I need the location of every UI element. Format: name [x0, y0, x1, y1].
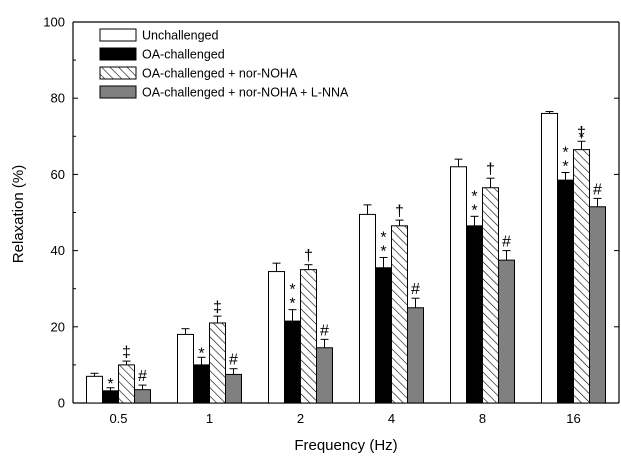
bar — [375, 267, 392, 404]
legend-swatch — [99, 47, 137, 61]
x-axis-title: Frequency (Hz) — [294, 437, 397, 454]
bar — [118, 364, 135, 404]
significance-marker: * — [562, 158, 568, 175]
significance-marker: * — [289, 282, 295, 299]
significance-marker: # — [411, 281, 420, 298]
y-tick-label: 20 — [51, 319, 65, 334]
significance-marker: * — [380, 229, 386, 246]
y-tick-label: 80 — [51, 91, 65, 106]
bar — [482, 187, 499, 404]
significance-marker: * — [471, 202, 477, 219]
bar — [300, 269, 317, 404]
x-tick-label: 1 — [206, 411, 213, 426]
bar — [284, 320, 301, 404]
bar — [557, 179, 574, 404]
bar — [466, 225, 483, 404]
x-tick-label: 8 — [479, 411, 486, 426]
bar — [268, 271, 285, 404]
bar — [589, 206, 606, 404]
significance-marker: * — [380, 243, 386, 260]
legend-label: Unchallenged — [142, 29, 218, 43]
significance-marker: † — [304, 248, 313, 265]
bar — [225, 373, 242, 404]
bar — [498, 259, 515, 404]
y-tick-label: 0 — [58, 396, 65, 411]
significance-marker: * — [107, 376, 113, 393]
y-tick-label: 60 — [51, 167, 65, 182]
bar — [86, 375, 103, 404]
y-tick-label: 40 — [51, 243, 65, 258]
significance-marker: # — [229, 352, 238, 369]
x-tick-label: 2 — [297, 411, 304, 426]
bar — [316, 347, 333, 404]
y-tick-label: 100 — [43, 15, 65, 30]
significance-marker: # — [593, 181, 602, 198]
significance-marker: * — [198, 345, 204, 362]
bar — [541, 112, 558, 404]
significance-marker: # — [320, 322, 329, 339]
significance-marker: # — [138, 368, 147, 385]
significance-marker: * — [562, 144, 568, 161]
bar — [134, 389, 151, 404]
bar — [450, 166, 467, 404]
significance-marker: * — [578, 129, 584, 146]
bar — [573, 149, 590, 404]
legend-swatch — [99, 28, 137, 42]
significance-marker: * — [471, 188, 477, 205]
significance-marker: # — [502, 234, 511, 251]
significance-marker: ‡ — [213, 299, 222, 316]
significance-marker: * — [289, 296, 295, 313]
bar — [407, 307, 424, 404]
legend-swatch — [99, 85, 137, 99]
bar — [177, 333, 194, 404]
legend-label: OA-challenged + nor-NOHA — [142, 67, 298, 81]
bar — [391, 225, 408, 404]
x-tick-label: 0.5 — [109, 411, 127, 426]
significance-marker: † — [577, 124, 586, 141]
legend-swatch — [99, 66, 137, 80]
significance-marker: † — [486, 161, 495, 178]
legend-label: OA-challenged + nor-NOHA + L-NNA — [142, 86, 349, 100]
x-tick-label: 4 — [388, 411, 395, 426]
legend-label: OA-challenged — [142, 48, 225, 62]
bar — [209, 322, 226, 404]
y-axis-title: Relaxation (%) — [10, 165, 27, 263]
x-tick-label: 16 — [566, 411, 580, 426]
bar — [359, 213, 376, 404]
significance-marker: ‡ — [122, 344, 131, 361]
bar — [193, 364, 210, 404]
significance-marker: † — [395, 203, 404, 220]
